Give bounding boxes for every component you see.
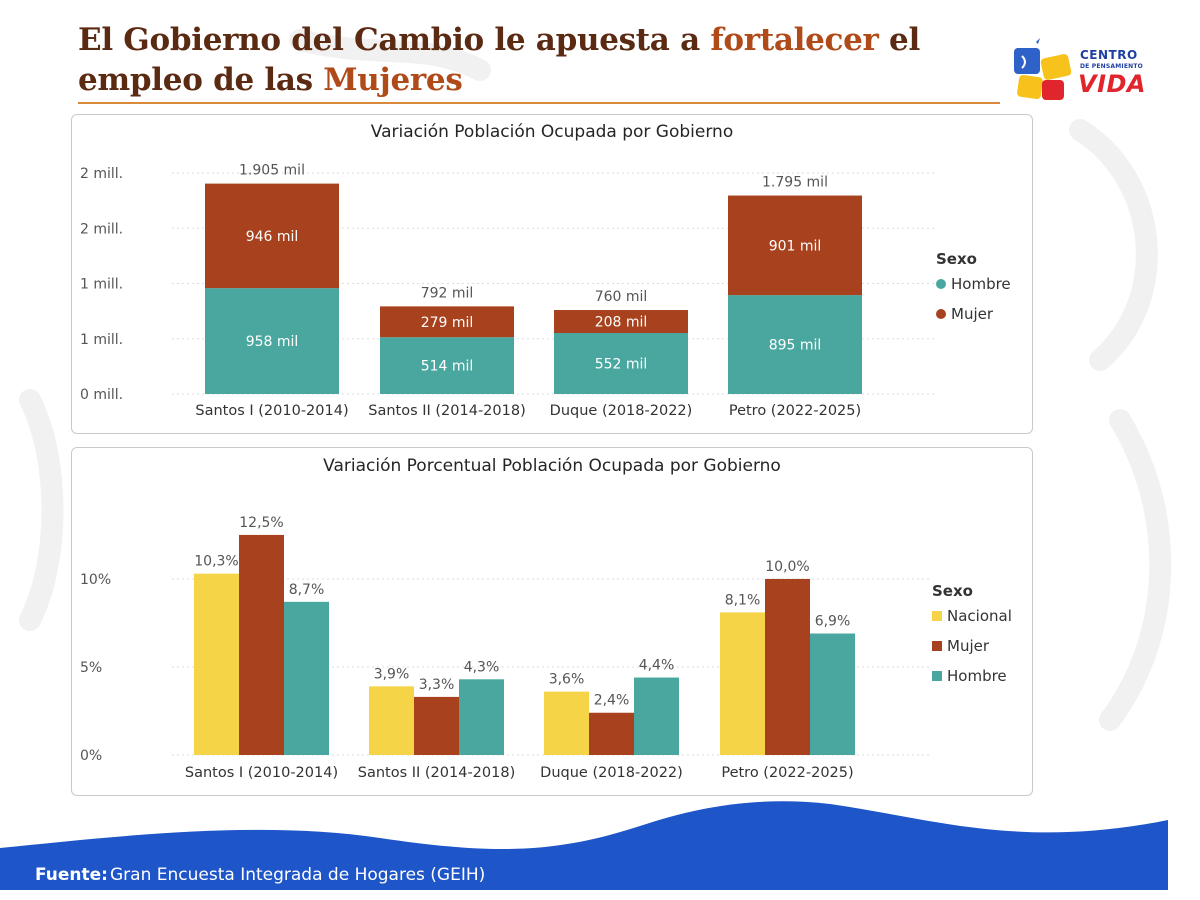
chart2-data-label: 2,4% <box>594 693 630 709</box>
chart2-title: Variación Porcentual Población Ocupada p… <box>323 456 781 476</box>
chart2-data-label: 8,1% <box>725 592 761 608</box>
chart1-ytick-label: 2 mill. <box>80 221 123 237</box>
chart2-bar-hombre <box>810 633 855 755</box>
stacked-bar-chart: Variación Población Ocupada por Gobierno… <box>80 122 1011 419</box>
chart1-data-label: 901 mil <box>769 238 822 254</box>
title-underline <box>78 102 1000 104</box>
chart1-data-label: 279 mil <box>421 315 474 331</box>
chart1-legend-marker-mujer <box>936 309 946 319</box>
chart2-data-label: 3,3% <box>419 677 455 693</box>
chart1-legend-title: Sexo <box>936 250 977 268</box>
chart2-legend-label: Mujer <box>947 637 990 655</box>
chart2-data-label: 10,0% <box>765 559 809 575</box>
chart1-data-label: 208 mil <box>595 315 648 331</box>
chart1-bar-mujer <box>205 183 339 289</box>
logo-mark-icon <box>1014 38 1072 100</box>
chart2-data-label: 10,3% <box>194 554 238 570</box>
chart1-legend-marker-hombre <box>936 279 946 289</box>
chart2-ytick-label: 5% <box>80 660 102 676</box>
chart1-data-label: 514 mil <box>421 359 474 375</box>
chart1-category-label: Santos II (2014-2018) <box>368 403 526 419</box>
chart2-bar-hombre <box>459 679 504 755</box>
chart2-data-label: 8,7% <box>289 582 325 598</box>
chart1-bar-hombre <box>554 333 688 394</box>
chart1-category-label: Santos I (2010-2014) <box>195 403 348 419</box>
chart2-bar-hombre <box>634 677 679 755</box>
chart2-legend-marker-hombre <box>932 671 942 681</box>
chart2-bar-mujer <box>589 712 634 755</box>
chart1-category-label: Petro (2022-2025) <box>729 403 861 419</box>
logo: CENTRO DE PENSAMIENTO VIDA <box>1010 30 1160 110</box>
chart-panel-grouped: Variación Porcentual Población Ocupada p… <box>71 447 1033 796</box>
chart2-category-label: Duque (2018-2022) <box>540 765 683 781</box>
chart2-bar-mujer <box>414 696 459 755</box>
chart2-bar-mujer <box>239 534 284 755</box>
chart1-data-label: 958 mil <box>246 334 299 350</box>
chart2-bar-nacional <box>369 686 414 755</box>
chart2-data-label: 12,5% <box>239 515 283 531</box>
slide-title: El Gobierno del Cambio le apuesta a fort… <box>78 22 920 98</box>
chart1-total-label: 760 mil <box>595 289 648 305</box>
chart2-ytick-label: 10% <box>80 572 111 588</box>
chart2-legend-marker-mujer <box>932 641 942 651</box>
chart1-legend-label: Mujer <box>951 305 994 323</box>
chart2-bar-nacional <box>194 573 239 755</box>
chart2-bar-nacional <box>720 612 765 755</box>
chart1-ytick-label: 1 mill. <box>80 277 123 293</box>
footer-source-label: Fuente: <box>35 865 108 885</box>
chart-panel-stacked: Variación Población Ocupada por Gobierno… <box>71 114 1033 434</box>
chart2-data-label: 3,9% <box>374 666 410 682</box>
logo-line3: VIDA <box>1078 70 1146 98</box>
chart2-bar-hombre <box>284 601 329 755</box>
chart1-bar-hombre <box>380 337 514 394</box>
footer-bar <box>30 858 1168 890</box>
chart1-bar-mujer <box>554 310 688 334</box>
chart1-bar-mujer <box>728 195 862 296</box>
chart2-legend-marker-nacional <box>932 611 942 621</box>
logo-line1: CENTRO <box>1080 48 1138 62</box>
chart2-ytick-label: 0% <box>80 748 102 764</box>
chart1-legend-label: Hombre <box>951 275 1011 293</box>
chart2-category-label: Santos II (2014-2018) <box>358 765 516 781</box>
chart1-bar-hombre <box>728 295 862 394</box>
chart1-bar-hombre <box>205 288 339 394</box>
chart1-data-label: 552 mil <box>595 357 648 373</box>
chart1-ytick-label: 0 mill. <box>80 387 123 403</box>
chart2-legend-label: Hombre <box>947 667 1007 685</box>
chart1-bar-mujer <box>380 306 514 338</box>
chart2-data-label: 6,9% <box>815 614 851 630</box>
logo-line2: DE PENSAMIENTO <box>1080 63 1143 70</box>
chart2-data-label: 4,3% <box>464 659 500 675</box>
chart1-title: Variación Población Ocupada por Gobierno <box>371 122 733 142</box>
chart2-bar-mujer <box>765 578 810 755</box>
chart1-category-label: Duque (2018-2022) <box>550 403 693 419</box>
chart2-data-label: 3,6% <box>549 672 585 688</box>
chart1-total-label: 1.905 mil <box>239 163 305 179</box>
chart1-total-label: 792 mil <box>421 285 474 301</box>
chart1-data-label: 895 mil <box>769 338 822 354</box>
chart1-ytick-label: 1 mill. <box>80 332 123 348</box>
chart2-category-label: Santos I (2010-2014) <box>185 765 338 781</box>
chart1-data-label: 946 mil <box>246 229 299 245</box>
grouped-bar-chart: Variación Porcentual Población Ocupada p… <box>80 456 1012 781</box>
chart2-category-label: Petro (2022-2025) <box>721 765 853 781</box>
chart2-legend-label: Nacional <box>947 607 1012 625</box>
chart2-data-label: 4,4% <box>639 658 675 674</box>
chart2-legend-title: Sexo <box>932 582 973 600</box>
chart1-total-label: 1.795 mil <box>762 175 828 191</box>
chart2-bar-nacional <box>544 691 589 755</box>
footer-source-text: Gran Encuesta Integrada de Hogares (GEIH… <box>110 865 486 885</box>
chart1-ytick-label: 2 mill. <box>80 166 123 182</box>
